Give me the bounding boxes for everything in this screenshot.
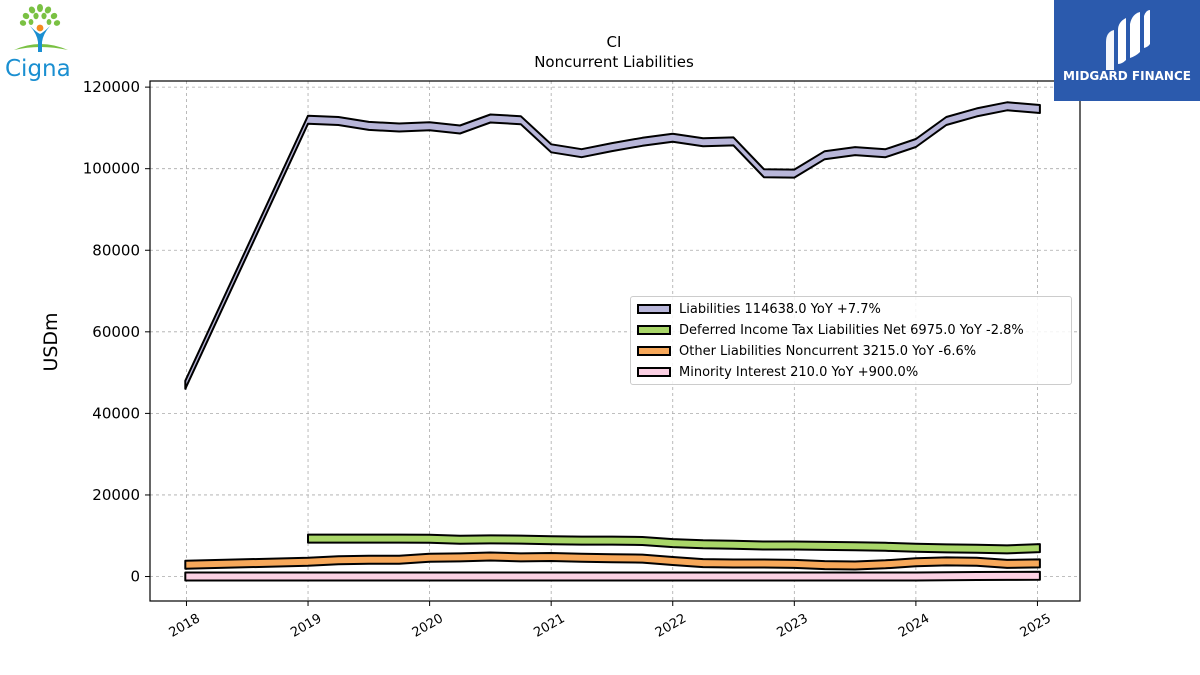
legend-label-liabilities: Liabilities 114638.0 YoY +7.7% xyxy=(679,301,881,317)
legend-label-minority-interest: Minority Interest 210.0 YoY +900.0% xyxy=(679,364,919,380)
legend-label-other-liabilities: Other Liabilities Noncurrent 3215.0 YoY … xyxy=(679,343,977,359)
y-axis-label: USDm xyxy=(40,312,62,371)
chart-title: CI xyxy=(607,33,622,51)
midgard-wordmark: MIDGARD FINANCE xyxy=(1063,69,1191,83)
x-tick-label: 2018 xyxy=(167,611,203,641)
cigna-wordmark: Cigna xyxy=(5,56,71,82)
legend-label-deferred-tax: Deferred Income Tax Liabilities Net 6975… xyxy=(679,322,1024,338)
series-band-liabilities xyxy=(184,101,1041,390)
x-tick-label: 2025 xyxy=(1018,611,1054,641)
midgard-m-icon xyxy=(1106,10,1150,70)
legend-swatch-deferred-tax xyxy=(637,325,671,335)
y-tick-label: 20000 xyxy=(92,486,140,504)
legend-item-minority-interest: Minority Interest 210.0 YoY +900.0% xyxy=(637,363,918,381)
legend-swatch-liabilities xyxy=(637,304,671,314)
y-tick-label: 0 xyxy=(130,568,140,586)
legend-item-liabilities: Liabilities 114638.0 YoY +7.7% xyxy=(637,300,881,318)
chart-subtitle: Noncurrent Liabilities xyxy=(534,53,694,71)
x-tick-label: 2022 xyxy=(653,611,689,641)
legend: Liabilities 114638.0 YoY +7.7% Deferred … xyxy=(630,296,1072,385)
y-tick-label: 60000 xyxy=(92,323,140,341)
x-tick-label: 2023 xyxy=(774,611,810,641)
series-band-deferred-tax xyxy=(307,533,1041,555)
legend-item-other-liabilities: Other Liabilities Noncurrent 3215.0 YoY … xyxy=(637,342,976,360)
x-tick-label: 2024 xyxy=(896,611,932,641)
y-tick-label: 120000 xyxy=(83,78,140,96)
midgard-logo: MIDGARD FINANCE xyxy=(1054,0,1200,101)
plot-frame xyxy=(149,80,1081,602)
legend-swatch-minority-interest xyxy=(637,367,671,377)
y-tick-label: 40000 xyxy=(92,404,140,422)
x-tick-label: 2021 xyxy=(531,611,567,641)
series-band-minority-interest xyxy=(184,570,1041,582)
y-tick-label: 80000 xyxy=(92,241,140,259)
legend-swatch-other-liabilities xyxy=(637,346,671,356)
cigna-logo: Cigna xyxy=(0,0,84,92)
series-layer xyxy=(184,101,1041,582)
series-band-other-liabilities xyxy=(184,551,1041,571)
y-tick-label: 100000 xyxy=(83,160,140,178)
tree-person-icon xyxy=(14,4,68,52)
x-tick-label: 2019 xyxy=(288,611,324,641)
x-tick-label: 2020 xyxy=(410,611,446,641)
legend-item-deferred-tax: Deferred Income Tax Liabilities Net 6975… xyxy=(637,321,1024,339)
